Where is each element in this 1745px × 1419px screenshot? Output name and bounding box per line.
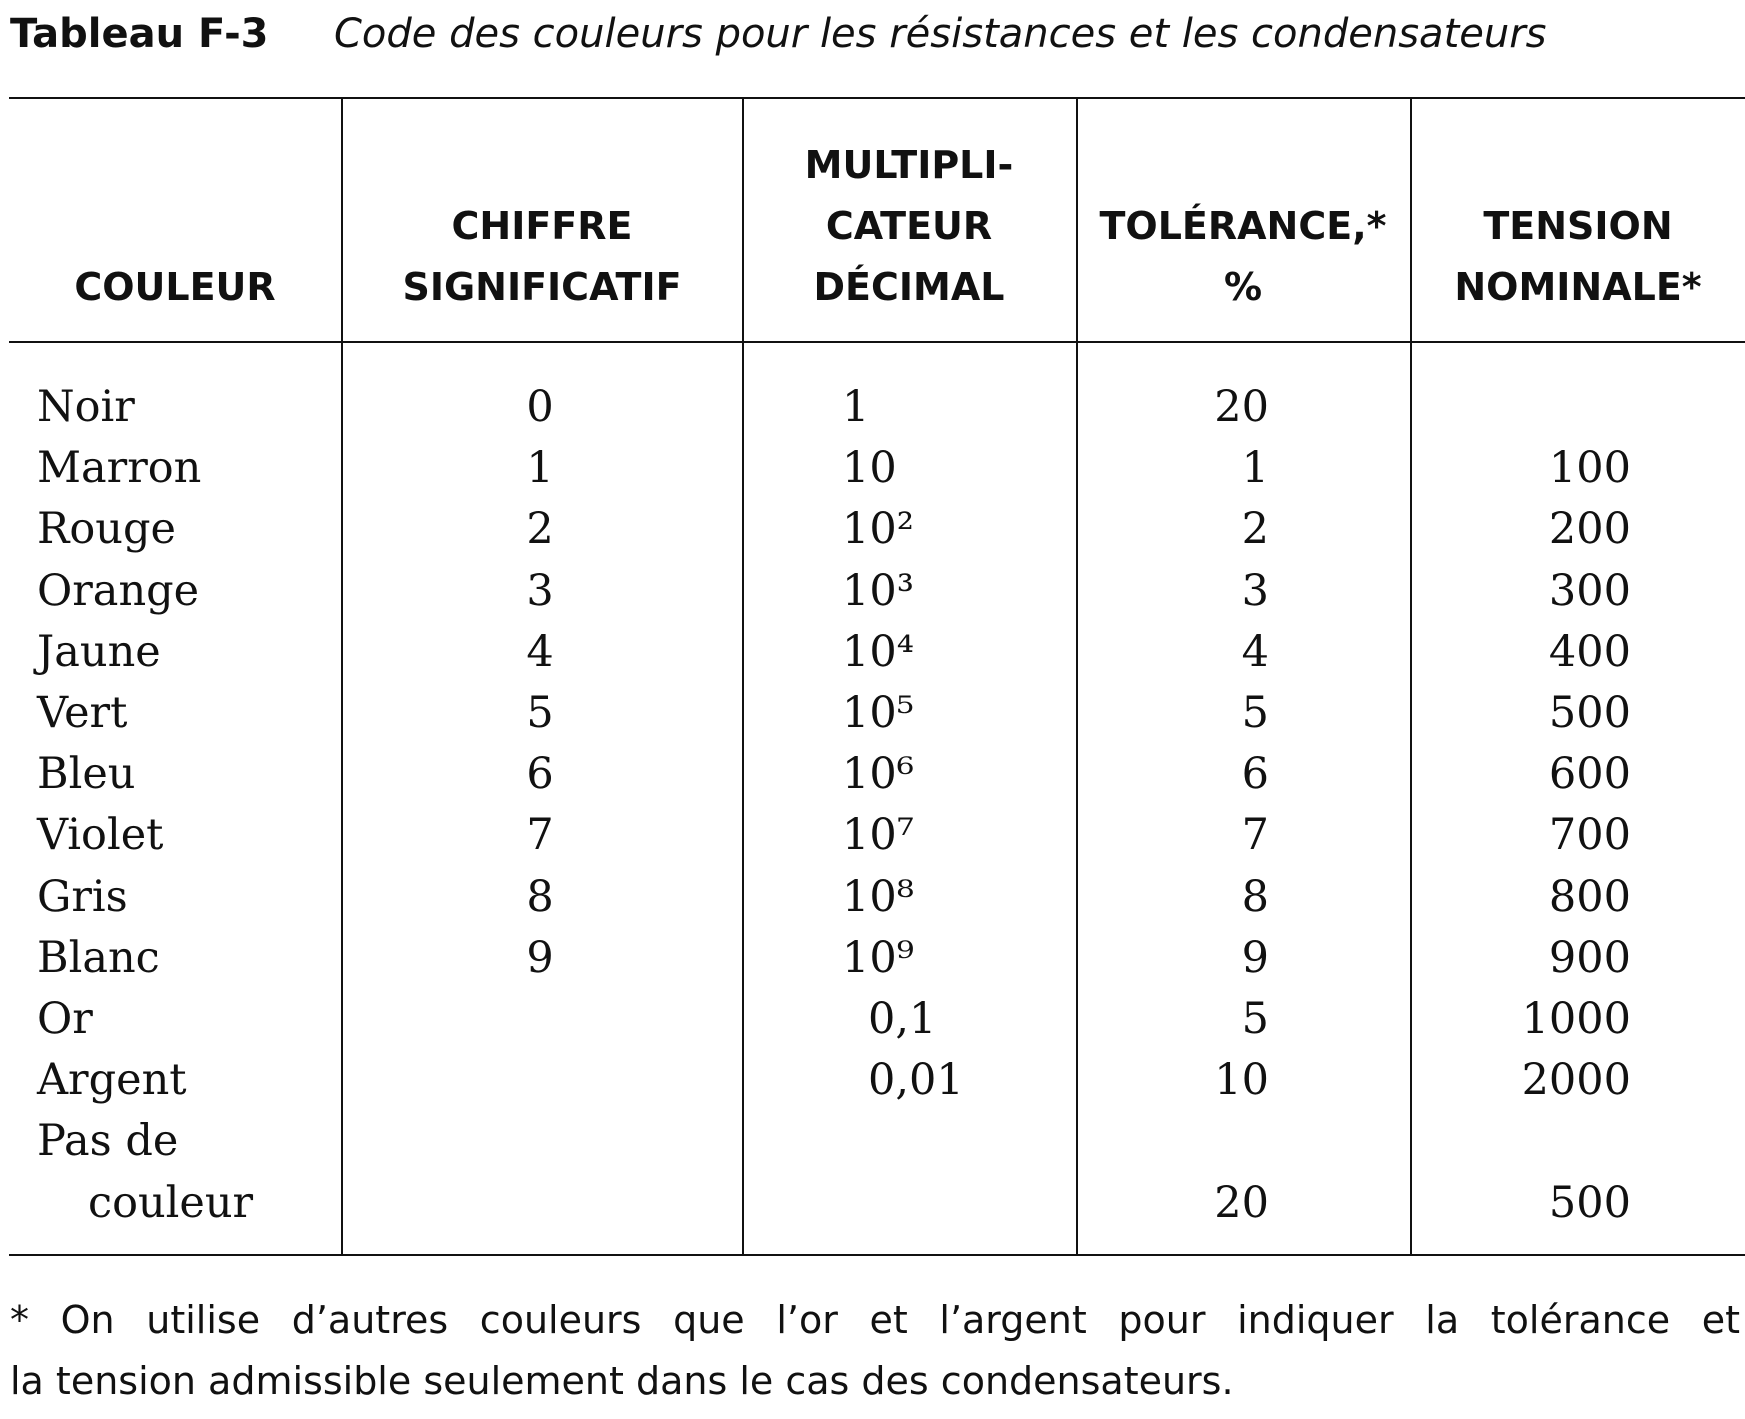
cell-value: 0,01 (868, 1055, 964, 1106)
color-name: Blanc (37, 932, 160, 983)
cell-value: 7 (1241, 810, 1269, 861)
cell-value: 10 (1214, 1055, 1269, 1106)
cell-value: 10 (842, 443, 897, 494)
cell-value: 3 (526, 565, 554, 616)
column-header: TENSION (1483, 204, 1673, 248)
cell-value: 10⁵ (842, 688, 914, 738)
cell-value: 5 (1241, 688, 1269, 738)
cell-value: 300 (1548, 565, 1631, 616)
column-header: DÉCIMAL (813, 265, 1005, 309)
color-name: Or (37, 994, 93, 1044)
color-name: Orange (37, 565, 200, 616)
cell-value: 10⁹ (842, 932, 914, 983)
cell-value: 2000 (1521, 1055, 1631, 1106)
cell-value: 9 (1241, 932, 1269, 983)
cell-value: 10⁶ (842, 749, 914, 800)
color-name: Pas de (37, 1116, 179, 1167)
cell-value: 8 (1241, 871, 1269, 922)
color-name: Noir (37, 382, 135, 432)
cell-value: 0,1 (868, 994, 937, 1044)
cell-value: 20 (1214, 1177, 1269, 1228)
cell-value: 3 (1241, 565, 1269, 616)
cell-value: 2 (1241, 504, 1269, 555)
cell-value: 1 (842, 382, 870, 432)
cell-value: 4 (1241, 626, 1269, 677)
cell-value: 500 (1548, 1177, 1631, 1228)
cell-value: 4 (526, 626, 554, 677)
rule (9, 341, 1745, 343)
color-name: Marron (37, 443, 202, 494)
column-header: CATEUR (825, 204, 993, 248)
column-header: % (1223, 265, 1263, 309)
cell-value: 200 (1548, 504, 1631, 555)
cell-value: 400 (1548, 626, 1631, 677)
color-name: Rouge (37, 504, 176, 555)
cell-value: 8 (526, 871, 554, 922)
color-name: Argent (37, 1055, 187, 1106)
column-header: SIGNIFICATIF (402, 265, 682, 309)
cell-value: 10⁷ (842, 810, 914, 861)
color-name: Violet (37, 810, 164, 861)
cell-value: 500 (1548, 688, 1631, 738)
cell-value: 10² (842, 504, 914, 555)
cell-value: 10⁴ (842, 626, 914, 677)
color-name: Vert (37, 688, 128, 738)
cell-value: 1000 (1521, 994, 1631, 1044)
cell-value: 7 (526, 810, 554, 861)
column-header: MULTIPLI- (804, 143, 1014, 187)
cell-value: 6 (1241, 749, 1269, 800)
column-header: COULEUR (74, 265, 276, 309)
cell-value: 10⁸ (842, 871, 914, 922)
cell-value: 5 (526, 688, 554, 738)
footnote: * On utilise d’autres couleurs que l’or … (10, 1298, 1740, 1342)
cell-value: 1 (1241, 443, 1269, 494)
table-label: Tableau F-3 (10, 11, 269, 57)
footnote: la tension admissible seulement dans le … (10, 1359, 1234, 1403)
cell-value: 2 (526, 504, 554, 555)
cell-value: 100 (1548, 443, 1631, 494)
cell-value: 5 (1241, 994, 1269, 1044)
cell-value: 10³ (842, 565, 914, 616)
column-header: TOLÉRANCE,* (1099, 204, 1387, 248)
cell-value: 20 (1214, 382, 1269, 432)
color-name: Bleu (37, 749, 136, 800)
cell-value: 600 (1548, 749, 1631, 800)
cell-value: 800 (1548, 871, 1631, 922)
color-name: Gris (37, 871, 128, 922)
color-name: couleur (88, 1177, 254, 1228)
color-name: Jaune (37, 626, 161, 677)
column-header: NOMINALE* (1454, 265, 1702, 309)
table-title: Code des couleurs pour les résistances e… (334, 11, 1547, 57)
column-rule (1410, 97, 1412, 1256)
cell-value: 900 (1548, 932, 1631, 983)
column-rule (742, 97, 744, 1256)
rule (9, 97, 1745, 99)
cell-value: 6 (526, 749, 554, 800)
column-header: CHIFFRE (451, 204, 633, 248)
column-rule (1076, 97, 1078, 1256)
cell-value: 9 (526, 932, 554, 983)
column-rule (341, 97, 343, 1256)
cell-value: 700 (1548, 810, 1631, 861)
rule (9, 1254, 1745, 1256)
cell-value: 0 (526, 382, 554, 432)
cell-value: 1 (526, 443, 554, 494)
